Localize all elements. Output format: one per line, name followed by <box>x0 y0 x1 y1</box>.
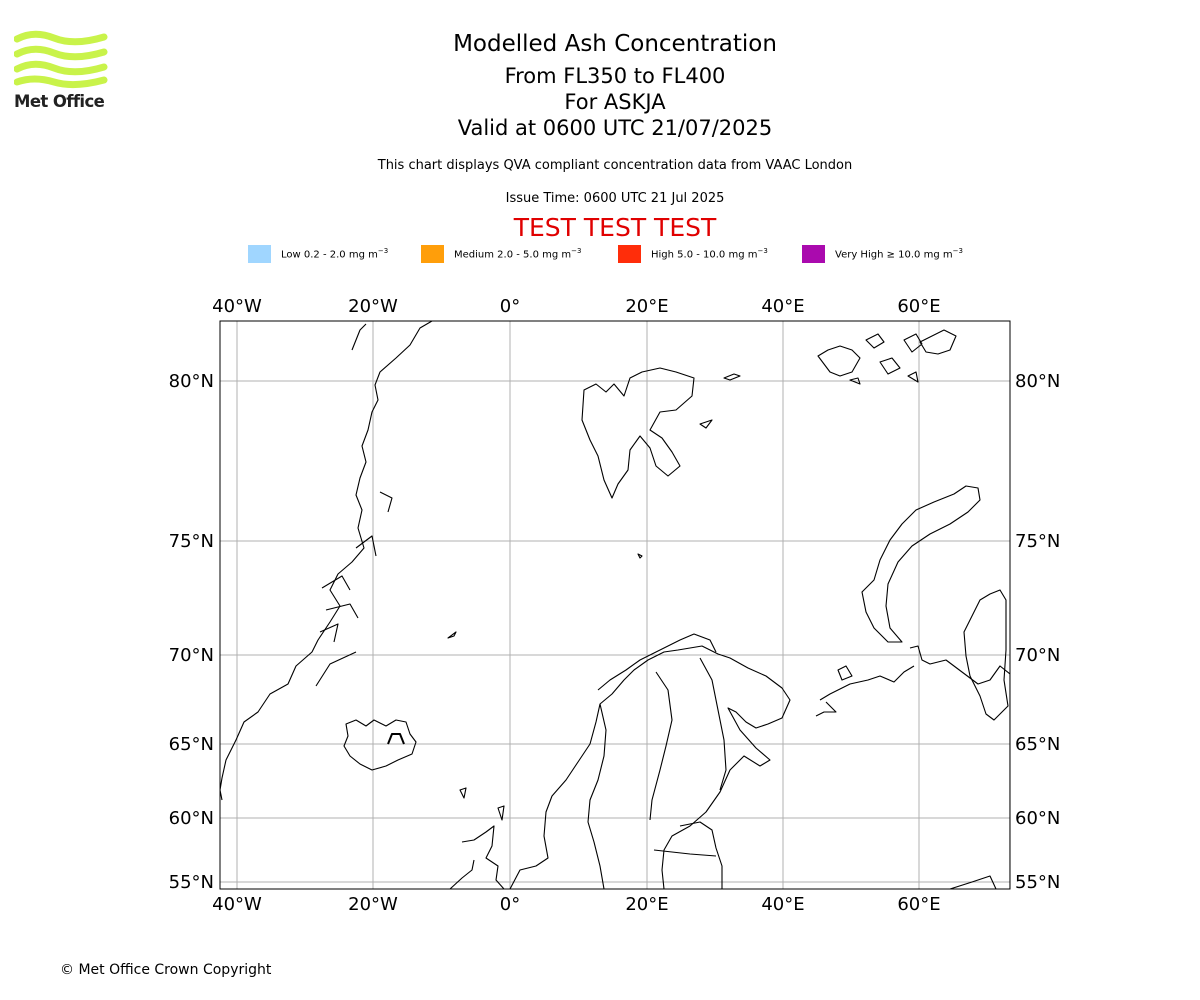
legend-swatch-high <box>618 245 641 263</box>
latitude-label-right: 75°N <box>1015 531 1060 552</box>
coast-svalbard <box>581 367 695 499</box>
coast-yamal <box>963 589 1009 721</box>
test-banner: TEST TEST TEST <box>513 213 717 242</box>
coast-finland-sweden-border <box>649 657 727 821</box>
latitude-label-left: 70°N <box>169 645 214 666</box>
coast-bear-island <box>637 553 643 559</box>
coast-sweden-west <box>587 703 607 889</box>
latitude-label-left: 60°N <box>169 808 214 829</box>
latitude-label-right: 55°N <box>1015 872 1060 893</box>
coast-greenland-fjords <box>319 323 393 643</box>
legend-item-medium: Medium 2.0 - 5.0 mg m−3 <box>421 244 581 264</box>
longitude-label-top: 20°E <box>625 296 668 317</box>
coast-greenland <box>220 321 433 791</box>
longitude-label-top: 0° <box>500 296 520 317</box>
coastlines <box>220 321 1010 889</box>
legend-swatch-very-high <box>802 245 825 263</box>
valid-time: Valid at 0600 UTC 21/07/2025 <box>457 116 773 140</box>
flight-level: From FL350 to FL400 <box>504 64 726 88</box>
longitude-label-top: 40°E <box>761 296 804 317</box>
legend-swatch-medium <box>421 245 444 263</box>
latitude-labels-left: 80°N 75°N 70°N 65°N 60°N 55°N <box>169 371 214 893</box>
legend-item-low: Low 0.2 - 2.0 mg m−3 <box>248 244 388 264</box>
latitude-label-left: 55°N <box>169 872 214 893</box>
legend-swatch-low <box>248 245 271 263</box>
coast-shetland <box>497 805 505 821</box>
latitude-label-left: 80°N <box>169 371 214 392</box>
coast-nordaustlandet <box>699 373 741 429</box>
longitude-label-bottom: 0° <box>500 894 520 915</box>
longitude-labels-top: 40°W 20°W 0° 20°E 40°E 60°E <box>212 296 940 317</box>
longitude-label-top: 60°E <box>897 296 940 317</box>
volcano-triangle-icon <box>387 733 405 745</box>
legend-item-very-high: Very High ≥ 10.0 mg m−3 <box>802 244 963 264</box>
coast-russia-arctic <box>815 645 1010 889</box>
coast-novaya-zemlya <box>861 485 981 643</box>
logo-wave-4 <box>14 75 108 89</box>
latitude-label-left: 65°N <box>169 734 214 755</box>
map-background <box>220 321 1010 889</box>
met-office-logo-icon <box>14 30 108 89</box>
latitude-label-right: 70°N <box>1015 645 1060 666</box>
longitude-label-bottom: 20°W <box>348 894 398 915</box>
legend-item-high: High 5.0 - 10.0 mg m−3 <box>618 244 768 264</box>
coast-scandinavia <box>509 645 791 889</box>
coast-norway-north <box>597 633 717 691</box>
latitude-label-right: 60°N <box>1015 808 1060 829</box>
logo-wave-1 <box>14 30 108 46</box>
longitude-label-bottom: 60°E <box>897 894 940 915</box>
coast-faroe <box>459 787 467 799</box>
legend-label-low: Low 0.2 - 2.0 mg m−3 <box>281 247 389 261</box>
coast-baltic-states <box>653 821 723 889</box>
longitude-label-bottom: 20°E <box>625 894 668 915</box>
coast-jan-mayen <box>447 631 457 639</box>
legend-label-high: High 5.0 - 10.0 mg m−3 <box>651 247 768 261</box>
coast-siberia-bottom <box>949 875 997 889</box>
longitude-label-top: 20°W <box>348 296 398 317</box>
volcano-name: For ASKJA <box>564 90 666 114</box>
legend-label-medium: Medium 2.0 - 5.0 mg m−3 <box>454 247 582 261</box>
latitude-labels-right: 80°N 75°N 70°N 65°N 60°N 55°N <box>1015 371 1060 893</box>
latitude-label-right: 80°N <box>1015 371 1060 392</box>
latitude-label-left: 75°N <box>169 531 214 552</box>
longitude-label-bottom: 40°W <box>212 894 262 915</box>
latitude-label-right: 65°N <box>1015 734 1060 755</box>
issue-time: Issue Time: 0600 UTC 21 Jul 2025 <box>505 191 725 206</box>
map-frame <box>219 320 1011 890</box>
copyright-notice: © Met Office Crown Copyright <box>60 962 272 978</box>
longitude-label-top: 40°W <box>212 296 262 317</box>
legend-label-very-high: Very High ≥ 10.0 mg m−3 <box>835 247 963 261</box>
longitude-labels-bottom: 40°W 20°W 0° 20°E 40°E 60°E <box>212 894 940 915</box>
chart-title: Modelled Ash Concentration <box>453 31 777 57</box>
chart-description: This chart displays QVA compliant concen… <box>377 158 853 173</box>
logo-wordmark: Met Office <box>14 92 105 111</box>
coast-britain <box>449 825 505 889</box>
logo-wave-2 <box>14 45 108 61</box>
coast-franz-josef <box>817 329 957 385</box>
graticule <box>220 321 1010 889</box>
logo-wave-3 <box>14 60 108 76</box>
coast-iceland <box>343 719 417 771</box>
longitude-label-bottom: 40°E <box>761 894 804 915</box>
